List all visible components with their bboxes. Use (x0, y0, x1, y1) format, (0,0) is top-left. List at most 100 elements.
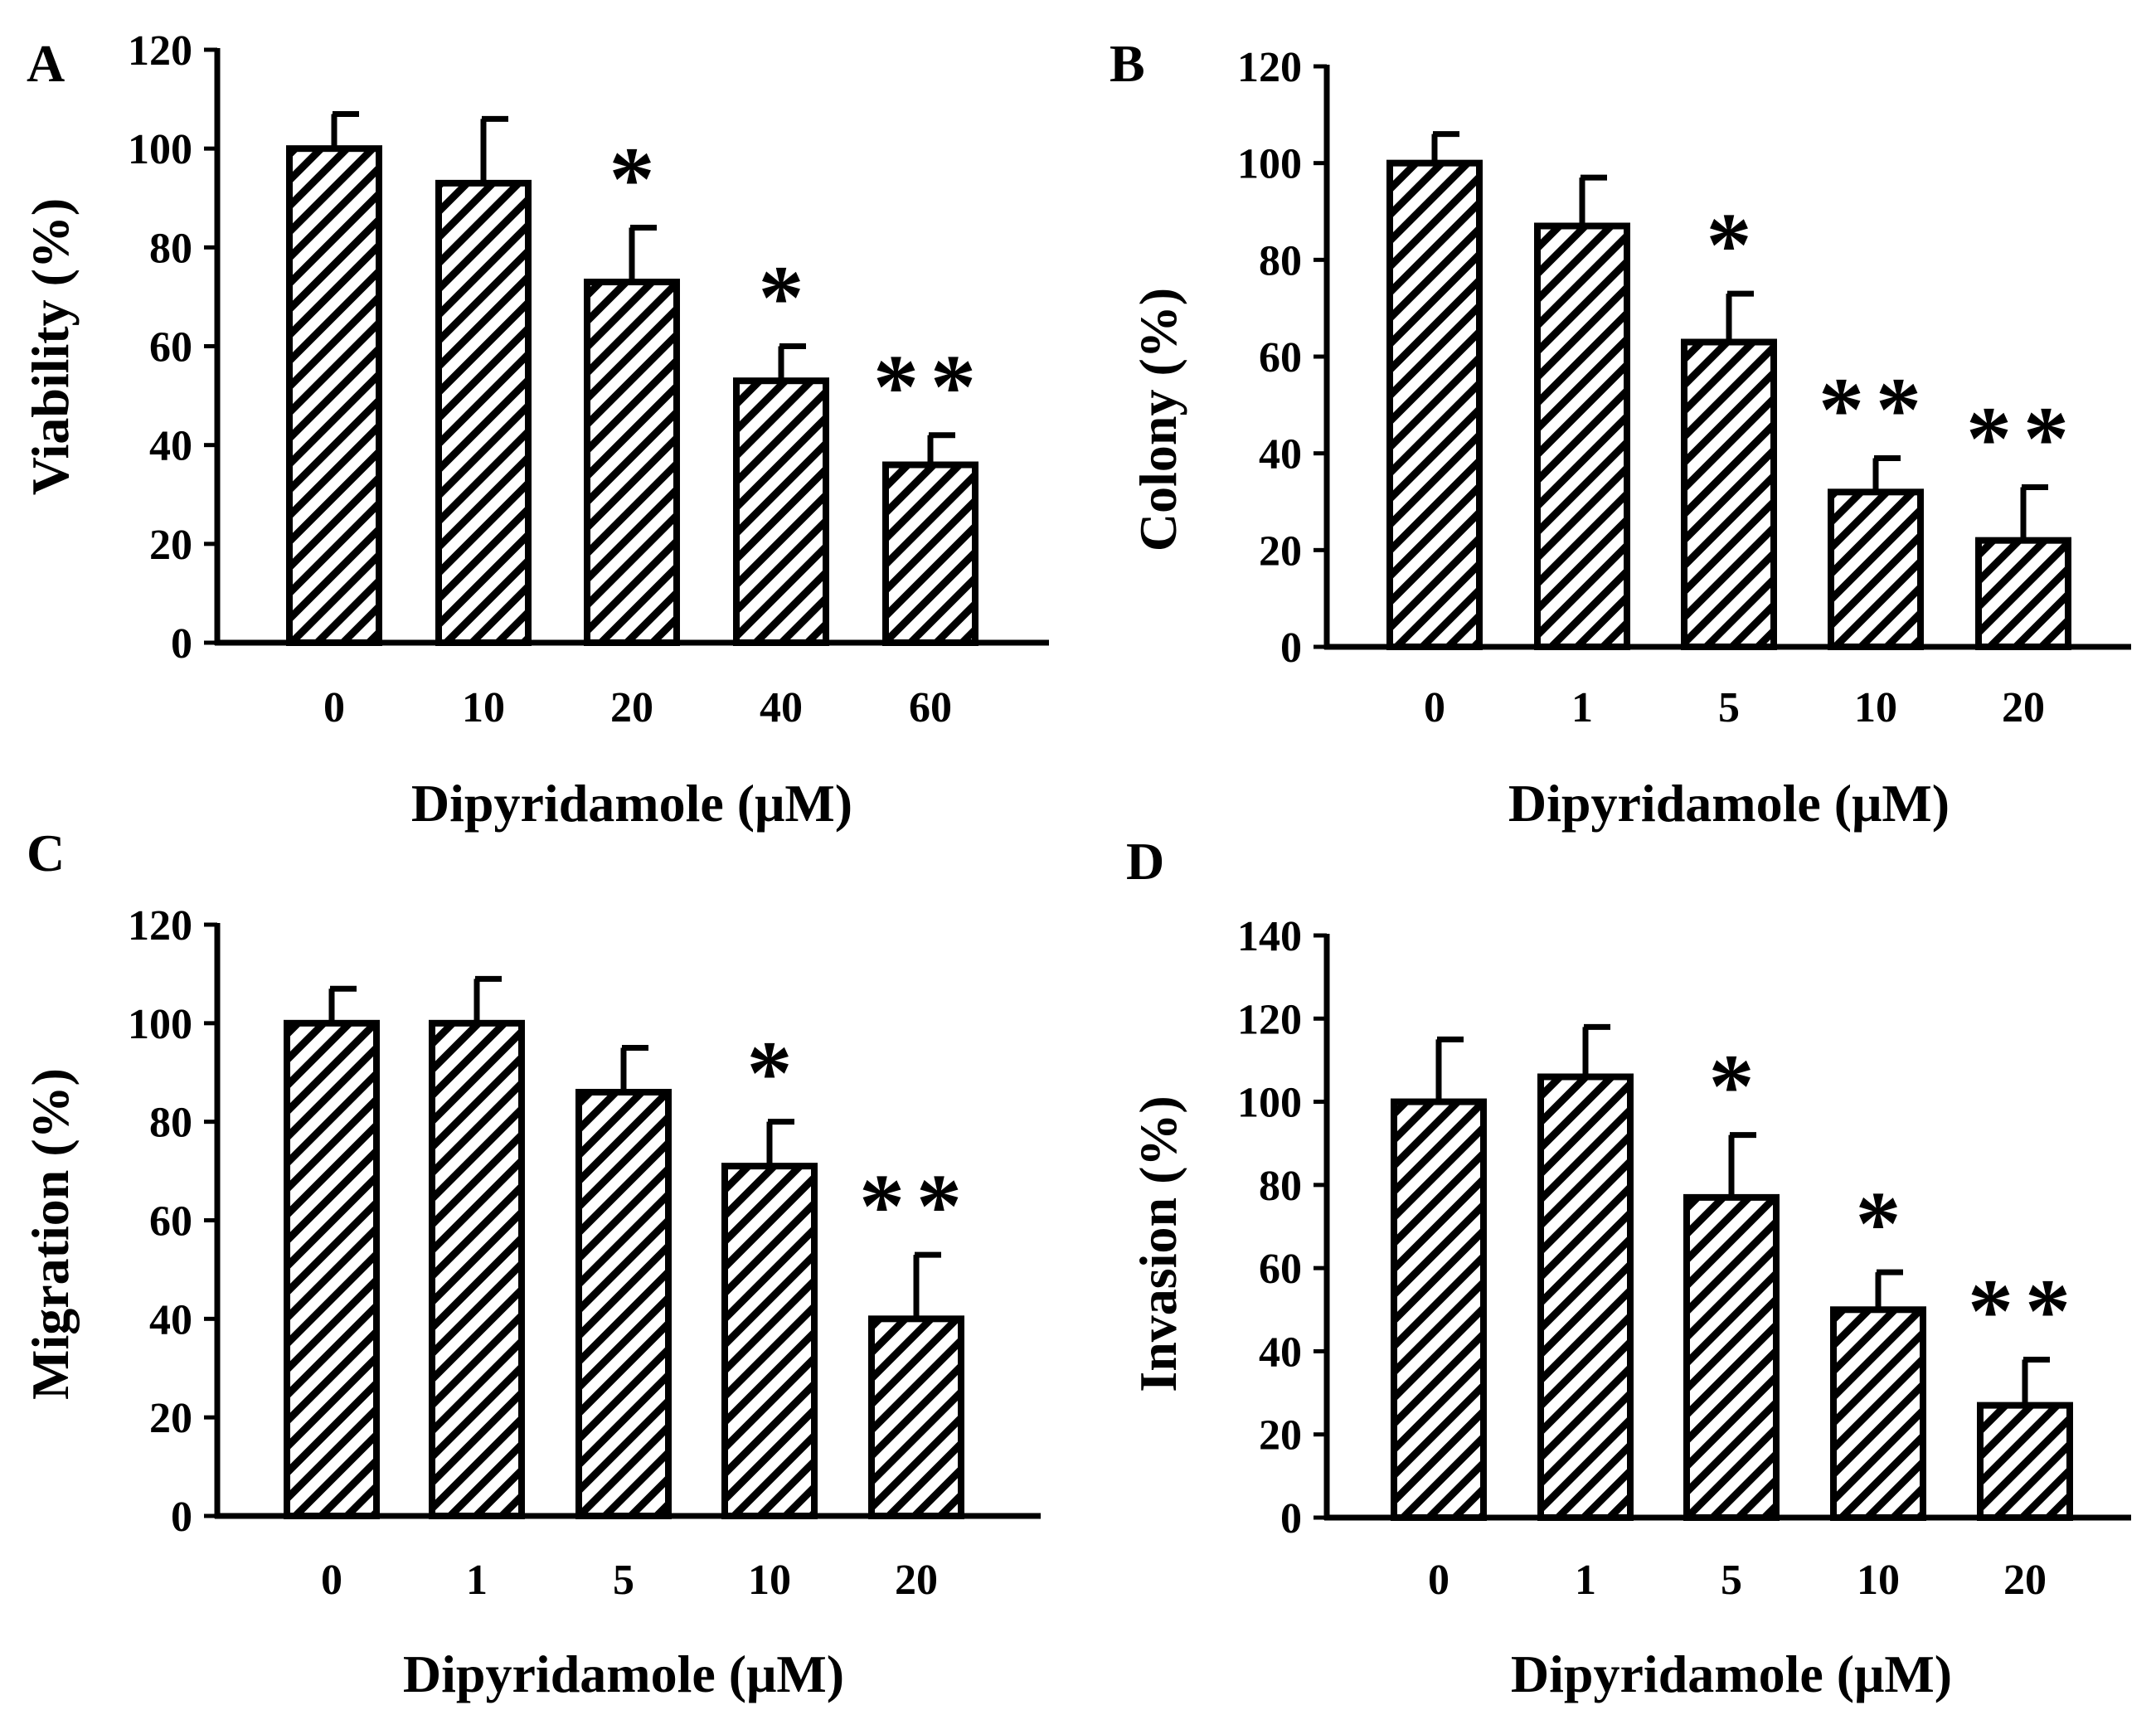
bar (429, 1019, 525, 1520)
significance-marker: * (1707, 194, 1752, 295)
x-tick-label: 0 (1424, 684, 1445, 731)
x-axis-label: Dipyridamole (μM) (403, 1644, 844, 1703)
x-tick-label: 0 (321, 1557, 342, 1604)
x-axis-label: Dipyridamole (μM) (411, 774, 852, 833)
bar (1386, 159, 1483, 650)
y-tick-label: 100 (1237, 141, 1302, 188)
x-tick-label: 0 (323, 684, 345, 731)
y-axis-label: Viability (%) (21, 198, 80, 496)
significance-marker: ** (1966, 388, 2081, 489)
panel-a: A Viability (%) Dipyridamole (μM) (21, 34, 852, 833)
y-tick-label: 40 (1259, 1329, 1302, 1376)
bar (868, 1315, 964, 1520)
bar (1977, 1402, 2073, 1521)
x-tick-label: 10 (748, 1557, 791, 1604)
x-tick-label: 40 (760, 684, 803, 731)
bar (1828, 488, 1924, 650)
y-tick-label: 0 (1280, 1495, 1302, 1542)
panel-c: C Migration (%) Dipyridamole (μM) (21, 823, 844, 1703)
y-tick-label: 120 (1237, 44, 1302, 91)
y-tick-label: 100 (128, 1001, 192, 1048)
plot-b: 0 20 40 60 80 100 120 0 1 5 * 10 ** 20 ** (1237, 44, 2131, 731)
bar (286, 145, 382, 646)
panel-d: D Invasion (%) Dipyridamole (μM) (1126, 832, 1952, 1703)
x-axis-label: Dipyridamole (μM) (1511, 1644, 1952, 1703)
plot-a: 0 20 40 60 80 100 120 0 10 20 * 40 * 60 ** (128, 27, 1049, 731)
y-tick-label: 60 (1259, 334, 1302, 381)
x-axis-label: Dipyridamole (μM) (1508, 774, 1950, 833)
y-tick-label: 80 (149, 225, 192, 272)
x-tick-label: 5 (1718, 684, 1740, 731)
y-tick-label: 40 (1259, 431, 1302, 479)
x-tick-label: 20 (2003, 1557, 2047, 1604)
y-tick-label: 20 (149, 1395, 192, 1442)
y-axis-label: Migration (%) (21, 1068, 80, 1400)
y-axis-label: Invasion (%) (1129, 1095, 1187, 1392)
y-tick-label: 140 (1237, 913, 1302, 960)
panel-b: B Colony (%) Dipyridamole (μM) (1110, 34, 1950, 833)
y-tick-label: 80 (1259, 1163, 1302, 1210)
bar (1681, 338, 1777, 650)
panel-label: A (27, 34, 65, 93)
x-tick-label: 5 (613, 1557, 634, 1604)
y-tick-label: 120 (128, 902, 192, 950)
bar (1537, 1073, 1634, 1521)
panel-label: D (1126, 832, 1164, 891)
x-tick-label: 5 (1721, 1557, 1742, 1604)
y-axis-label: Colony (%) (1129, 288, 1187, 551)
bar (1391, 1098, 1487, 1521)
x-tick-label: 1 (1575, 1557, 1596, 1604)
x-tick-label: 10 (1854, 684, 1897, 731)
x-tick-label: 60 (909, 684, 952, 731)
significance-marker: ** (859, 1155, 974, 1256)
y-tick-label: 20 (149, 522, 192, 569)
bar (1683, 1193, 1780, 1522)
x-tick-label: 1 (466, 1557, 488, 1604)
y-tick-label: 100 (128, 126, 192, 173)
significance-marker: * (609, 129, 655, 230)
x-tick-label: 20 (610, 684, 653, 731)
y-tick-label: 20 (1259, 1412, 1302, 1460)
bar (721, 1163, 818, 1520)
significance-marker: * (759, 247, 804, 348)
y-tick-label: 120 (1237, 996, 1302, 1043)
y-tick-label: 0 (171, 1494, 192, 1541)
x-tick-label: 10 (462, 684, 505, 731)
bar (435, 179, 532, 646)
y-tick-label: 40 (149, 423, 192, 470)
x-tick-label: 20 (2002, 684, 2045, 731)
bar (284, 1019, 380, 1520)
y-tick-label: 40 (149, 1296, 192, 1343)
plot-d: 0 20 40 60 80 100 120 140 0 1 5 * 10 * 20 ** (1237, 913, 2131, 1604)
significance-marker: * (1856, 1173, 1901, 1274)
x-tick-label: 10 (1857, 1557, 1900, 1604)
y-tick-label: 0 (171, 620, 192, 668)
y-tick-label: 80 (1259, 237, 1302, 284)
bar (575, 1089, 672, 1520)
x-tick-label: 1 (1571, 684, 1593, 731)
bar (1975, 537, 2071, 651)
significance-marker: ** (1968, 1260, 2082, 1361)
y-tick-label: 60 (149, 1198, 192, 1246)
significance-marker: ** (1819, 359, 1933, 460)
bar (733, 377, 829, 646)
y-tick-label: 60 (149, 324, 192, 372)
bar (1534, 222, 1630, 650)
y-tick-label: 80 (149, 1100, 192, 1147)
y-tick-label: 20 (1259, 527, 1302, 575)
y-tick-label: 60 (1259, 1246, 1302, 1293)
y-tick-label: 120 (128, 27, 192, 75)
plot-c: 0 20 40 60 80 100 120 0 1 5 10 * 20 ** (128, 902, 1041, 1604)
panel-label: B (1110, 34, 1145, 93)
y-tick-label: 0 (1280, 624, 1302, 672)
bar (882, 461, 978, 646)
bar (1830, 1306, 1926, 1522)
x-tick-label: 20 (895, 1557, 938, 1604)
panel-label: C (27, 823, 65, 882)
y-tick-label: 100 (1237, 1080, 1302, 1127)
x-tick-label: 0 (1428, 1557, 1449, 1604)
bar (584, 279, 680, 646)
significance-marker: * (747, 1023, 793, 1124)
significance-marker: ** (873, 336, 988, 437)
